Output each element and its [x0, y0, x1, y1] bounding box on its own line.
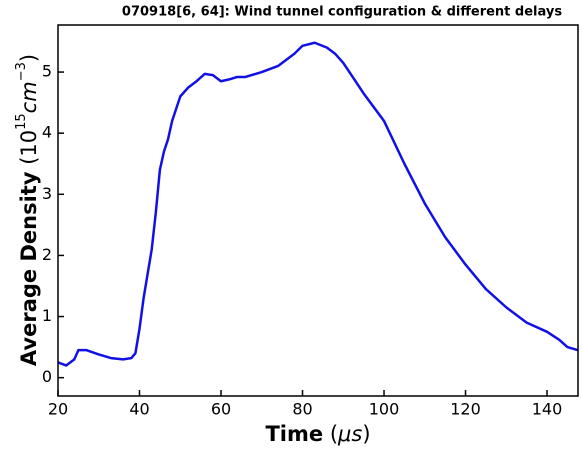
x-label-close: ): [362, 422, 370, 446]
x-tick-label: 140: [532, 400, 563, 419]
y-axis-label: Average Density (1015cm−3): [14, 54, 42, 366]
y-label-close: ): [17, 54, 41, 62]
x-label-open: (: [330, 422, 338, 446]
x-tick-label: 100: [369, 400, 400, 419]
x-axis-label: Time (μs): [265, 422, 370, 446]
y-tick-label: 5: [42, 62, 52, 81]
y-label-base: (10: [17, 130, 41, 165]
x-tick-label: 40: [129, 400, 149, 419]
y-tick-label: 4: [42, 123, 52, 142]
y-label-exp1: 15: [14, 113, 29, 130]
chart-title: 070918[6, 64]: Wind tunnel configuration…: [122, 5, 562, 20]
y-label-mid: cm: [17, 81, 41, 113]
y-tick-label: 0: [42, 367, 52, 386]
x-label-main: Time: [265, 422, 323, 446]
y-tick-label: 2: [42, 245, 52, 264]
plot-frame: [57, 24, 579, 397]
data-line: [58, 41, 578, 367]
y-label-main: Average Density: [17, 171, 41, 366]
y-tick-label: 1: [42, 306, 52, 325]
y-label-exp2: −3: [14, 62, 29, 81]
x-tick-label: 80: [292, 400, 312, 419]
y-tick-label: 3: [42, 184, 52, 203]
x-tick-label: 120: [450, 400, 481, 419]
x-tick-label: 60: [211, 400, 231, 419]
x-label-unit: μs: [337, 422, 362, 446]
x-tick-label: 20: [48, 400, 68, 419]
